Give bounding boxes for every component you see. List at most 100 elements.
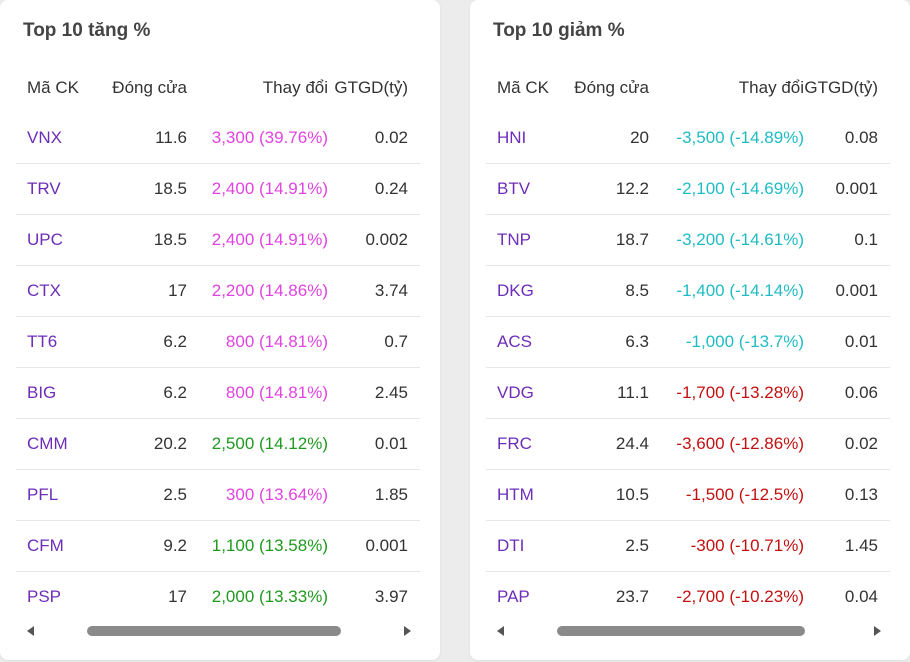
table-row[interactable]: PAP 23.7 -2,700 (-10.23%) 0.04 [486,572,890,623]
close-price-cell: 11.6 [94,113,187,164]
price-change-cell: 800 (14.81%) [187,367,328,419]
table-row[interactable]: CMM 20.2 2,500 (14.12%) 0.01 [16,418,420,470]
scroll-right-arrow-icon[interactable] [874,626,881,636]
price-change-cell: 2,400 (14.91%) [187,214,328,266]
top-losers-table: Mã CK Đóng cửa Thay đổi GTGD(tỷ) HNI 20 -3… [486,62,890,622]
stock-symbol-link[interactable]: CMM [16,418,94,470]
top-losers-rows: HNI 20 -3,500 (-14.89%) 0.08 BTV 12.2 -2,100 (… [486,113,890,622]
trade-value-cell: 3.74 [328,265,420,317]
table-row[interactable]: UPC 18.5 2,400 (14.91%) 0.002 [16,214,420,266]
trade-value-cell: 0.001 [804,265,890,317]
price-change-cell: 1,100 (13.58%) [187,520,328,572]
trade-value-cell: 0.002 [328,214,420,266]
close-price-cell: 9.2 [94,520,187,572]
stock-symbol-link[interactable]: HTM [486,469,561,521]
close-price-cell: 17 [168,587,187,606]
table-row[interactable]: DKG 8.5 -1,400 (-14.14%) 0.001 [486,265,890,317]
table-row[interactable]: HNI 20 -3,500 (-14.89%) 0.08 [486,113,890,164]
scrollbar-thumb[interactable] [557,626,805,636]
top-losers-card: Top 10 giảm % Mã CK Đóng cửa Thay đổi GT… [470,0,910,660]
close-price-cell: 11.1 [561,367,649,419]
table-row[interactable]: FRC 24.4 -3,600 (-12.86%) 0.02 [486,418,890,470]
table-row[interactable]: TRV 18.5 2,400 (14.91%) 0.24 [16,163,420,215]
top-gainers-table: Mã CK Đóng cửa Thay đổi GTGD(tỷ) VNX 11.6… [16,62,420,622]
close-price-cell: 8.5 [561,265,649,317]
trade-value-cell: 0.04 [844,587,878,606]
price-change-cell: 3,300 (39.76%) [187,113,328,164]
top-gainers-rows: VNX 11.6 3,300 (39.76%) 0.02 TRV 18.5 2,400 (1… [16,113,420,622]
table-row[interactable]: PFL 2.5 300 (13.64%) 1.85 [16,469,420,521]
table-row[interactable]: CFM 9.2 1,100 (13.58%) 0.001 [16,520,420,572]
trade-value-cell: 0.08 [804,113,890,164]
trade-value-cell: 0.001 [804,163,890,215]
table-row[interactable]: HTM 10.5 -1,500 (-12.5%) 0.13 [486,469,890,521]
table-row[interactable]: BIG 6.2 800 (14.81%) 2.45 [16,367,420,419]
price-change-cell: -3,500 (-14.89%) [649,113,804,164]
trade-value-cell: 0.02 [328,113,420,164]
price-change-cell: -2,100 (-14.69%) [649,163,804,215]
stock-symbol-link[interactable]: TRV [16,163,94,215]
trade-value-cell: 0.06 [804,367,890,419]
close-price-cell: 6.2 [94,367,187,419]
table-row[interactable]: BTV 12.2 -2,100 (-14.69%) 0.001 [486,163,890,215]
horizontal-scrollbar[interactable] [23,620,415,642]
stock-symbol-link[interactable]: CTX [16,265,94,317]
column-header-value: GTGD(tỷ) [804,77,878,97]
scroll-left-arrow-icon[interactable] [27,626,34,636]
table-row[interactable]: TT6 6.2 800 (14.81%) 0.7 [16,316,420,368]
price-change-cell: -1,500 (-12.5%) [649,469,804,521]
top-losers-title: Top 10 giảm % [493,20,625,41]
price-change-cell: 2,000 (13.33%) [211,587,328,606]
table-row[interactable]: DTI 2.5 -300 (-10.71%) 1.45 [486,520,890,572]
table-row[interactable]: ACS 6.3 -1,000 (-13.7%) 0.01 [486,316,890,368]
stock-symbol-link[interactable]: UPC [16,214,94,266]
close-price-cell: 2.5 [561,520,649,572]
scroll-left-arrow-icon[interactable] [497,626,504,636]
table-row[interactable]: PSP 17 2,000 (13.33%) 3.97 [16,572,420,623]
stock-symbol-link[interactable]: TT6 [16,316,94,368]
close-price-cell: 6.3 [561,316,649,368]
column-header-close: Đóng cửa [112,77,187,97]
stock-symbol-link[interactable]: DTI [486,520,561,572]
stock-symbol-link[interactable]: VNX [16,113,94,164]
stock-symbol-link[interactable]: PFL [16,469,94,521]
table-header-row: Mã CK Đóng cửa Thay đổi GTGD(tỷ) [486,62,890,113]
stock-symbol-link[interactable]: PAP [497,587,530,606]
stock-symbol-link[interactable]: BTV [486,163,561,215]
price-change-cell: -1,000 (-13.7%) [649,316,804,368]
close-price-cell: 17 [94,265,187,317]
close-price-cell: 18.5 [94,214,187,266]
price-change-cell: -300 (-10.71%) [649,520,804,572]
stock-symbol-link[interactable]: PSP [27,587,62,606]
column-header-value: GTGD(tỷ) [334,77,408,97]
stock-symbol-link[interactable]: BIG [16,367,94,419]
horizontal-scrollbar[interactable] [493,620,885,642]
table-row[interactable]: CTX 17 2,200 (14.86%) 3.74 [16,265,420,317]
scrollbar-thumb[interactable] [87,626,341,636]
trade-value-cell: 0.13 [804,469,890,521]
trade-value-cell: 0.01 [804,316,890,368]
table-row[interactable]: VNX 11.6 3,300 (39.76%) 0.02 [16,113,420,164]
close-price-cell: 20 [561,113,649,164]
stock-symbol-link[interactable]: TNP [486,214,561,266]
trade-value-cell: 0.1 [804,214,890,266]
price-change-cell: -1,700 (-13.28%) [649,367,804,419]
stock-symbol-link[interactable]: DKG [486,265,561,317]
price-change-cell: 300 (13.64%) [187,469,328,521]
stock-symbol-link[interactable]: ACS [486,316,561,368]
table-row[interactable]: VDG 11.1 -1,700 (-13.28%) 0.06 [486,367,890,419]
stock-symbol-link[interactable]: CFM [16,520,94,572]
close-price-cell: 20.2 [94,418,187,470]
top-gainers-title: Top 10 tăng % [23,20,151,41]
column-header-symbol: Mã CK [27,77,79,97]
price-change-cell: -3,600 (-12.86%) [649,418,804,470]
stock-symbol-link[interactable]: VDG [486,367,561,419]
price-change-cell: 2,200 (14.86%) [187,265,328,317]
scroll-right-arrow-icon[interactable] [404,626,411,636]
stock-symbol-link[interactable]: FRC [486,418,561,470]
top-gainers-card: Top 10 tăng % Mã CK Đóng cửa Thay đổi GT… [0,0,440,660]
table-row[interactable]: TNP 18.7 -3,200 (-14.61%) 0.1 [486,214,890,266]
stock-symbol-link[interactable]: HNI [486,113,561,164]
trade-value-cell: 1.45 [804,520,890,572]
price-change-cell: 2,400 (14.91%) [187,163,328,215]
